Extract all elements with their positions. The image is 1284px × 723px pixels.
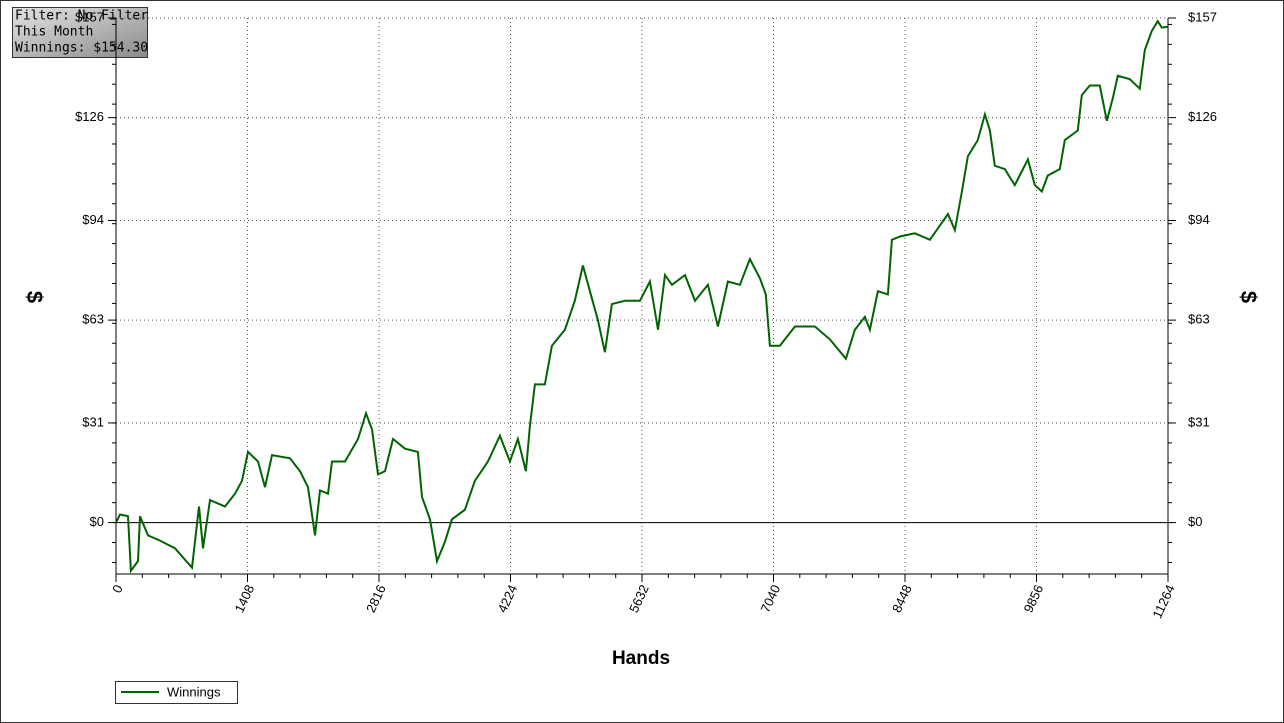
info-line: Winnings: $154.30 bbox=[15, 41, 148, 56]
info-box-bg bbox=[12, 7, 148, 58]
y-tick-label: $126 bbox=[75, 109, 104, 124]
y-tick-label: $63 bbox=[82, 312, 104, 327]
y-tick-label: $0 bbox=[90, 514, 104, 529]
y2-tick-label: $31 bbox=[1188, 414, 1210, 429]
legend-box bbox=[115, 681, 238, 704]
y2-tick-label: $94 bbox=[1188, 212, 1210, 227]
y-tick-label: $94 bbox=[82, 212, 104, 227]
y-axis-title: $ bbox=[22, 291, 47, 303]
info-line: Filter: No Filter bbox=[15, 9, 148, 24]
y2-tick-label: $157 bbox=[1188, 9, 1217, 24]
y2-tick-label: $126 bbox=[1188, 109, 1217, 124]
y2-tick-label: $0 bbox=[1188, 514, 1202, 529]
y-tick-label: $157 bbox=[75, 9, 104, 24]
x-axis-title: Hands bbox=[612, 648, 670, 669]
series-line bbox=[115, 19, 1169, 574]
info-line: This Month bbox=[15, 25, 93, 40]
legend-label: Winnings bbox=[167, 684, 221, 699]
y2-axis-title: $ bbox=[1236, 291, 1261, 303]
y2-tick-label: $63 bbox=[1188, 312, 1210, 327]
y-tick-label: $31 bbox=[82, 414, 104, 429]
